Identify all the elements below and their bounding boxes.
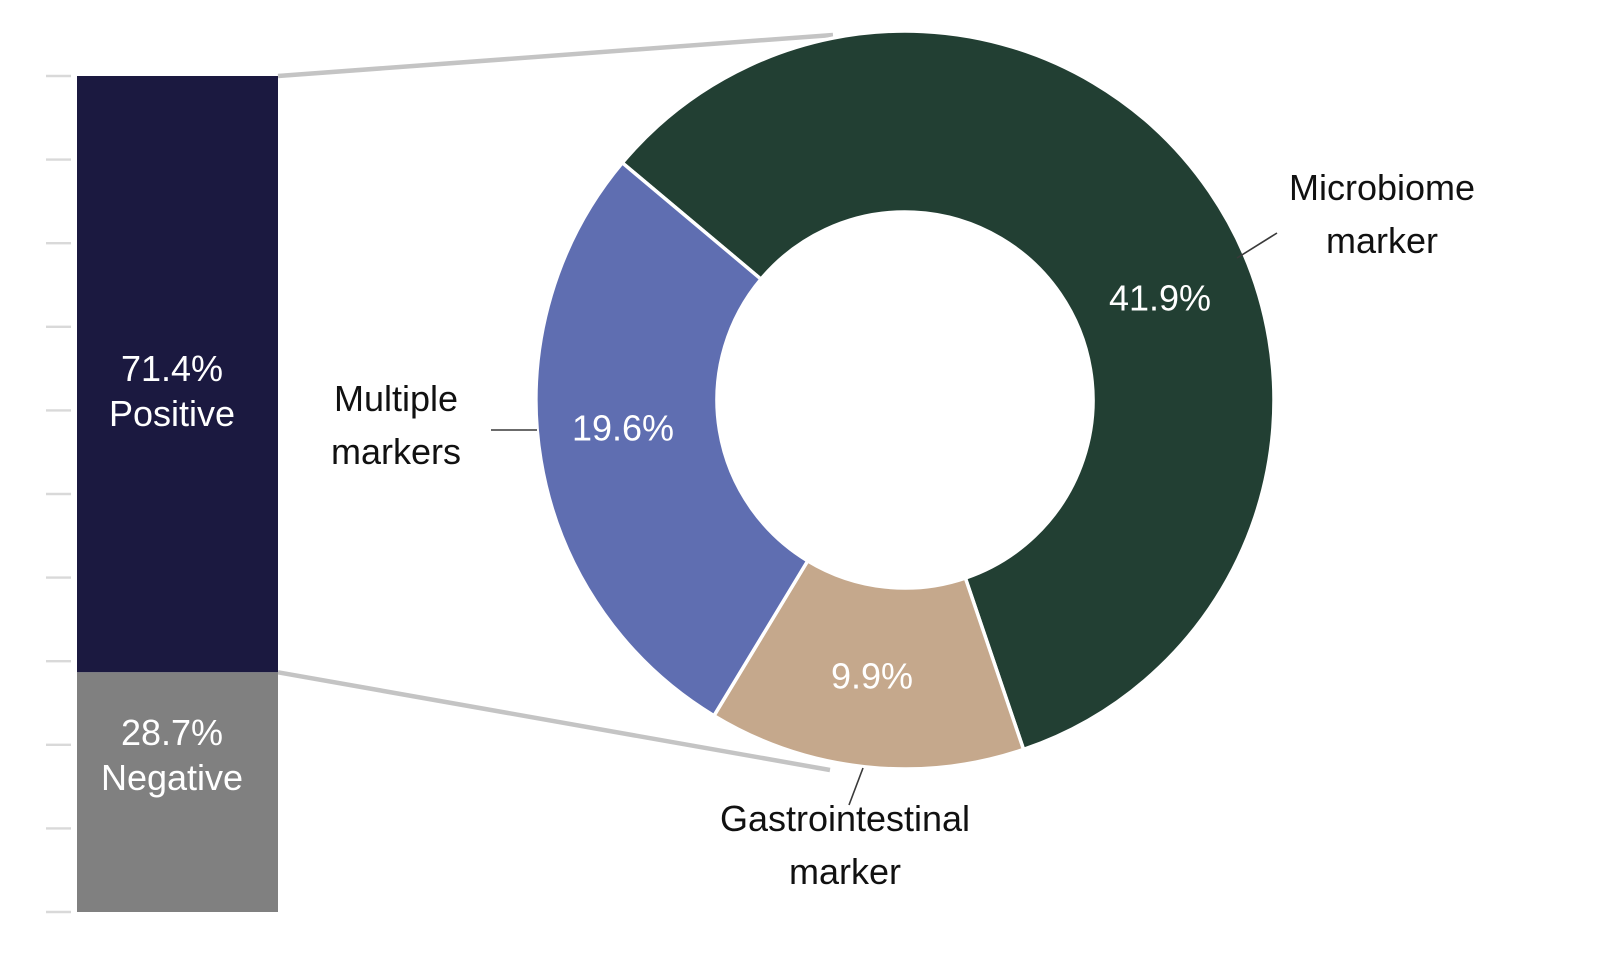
donut-slice-gastrointestinal-marker	[712, 559, 1026, 771]
stacked-bar	[77, 76, 278, 912]
connector-line-bottom	[277, 670, 831, 773]
bar-to-pie-connector-lines	[277, 32, 834, 773]
donut-slice-multiple-markers	[534, 161, 810, 718]
connector-line-top	[277, 32, 834, 79]
donut-slice-microbiome-marker	[620, 29, 1276, 752]
bar-segment-negative	[77, 672, 278, 912]
leader-line-microbiome-marker	[1236, 232, 1278, 259]
leader-line-gastrointestinal-marker	[848, 767, 864, 806]
y-axis-ticks	[46, 74, 71, 914]
donut-pie	[534, 29, 1276, 771]
callout-leader-lines	[491, 232, 1278, 806]
bar-segment-positive	[77, 76, 278, 673]
